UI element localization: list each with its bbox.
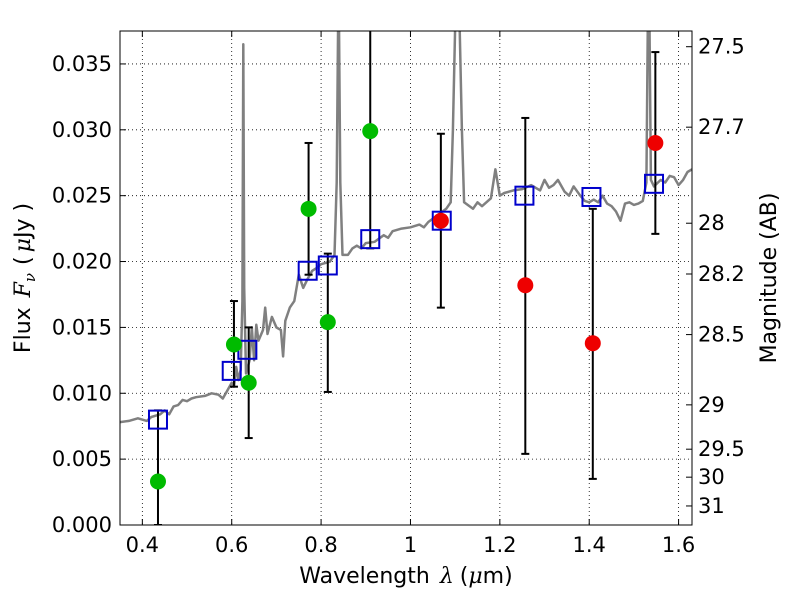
x-tick-label: 0.8 — [304, 533, 337, 557]
observed-points — [149, 123, 664, 490]
x-tick-label: 1.4 — [573, 533, 606, 557]
model-square-marker — [317, 255, 338, 276]
model-square-marker — [644, 173, 665, 194]
error-bars — [153, 31, 660, 525]
model-square-marker — [221, 360, 242, 381]
right-tick-label: 28.5 — [698, 323, 745, 347]
green-point-marker — [225, 336, 242, 353]
right-tick-label: 28.2 — [698, 262, 745, 286]
green-point-marker — [240, 374, 257, 391]
y-tick-label: 0.000 — [52, 513, 112, 537]
y-tick-label: 0.015 — [52, 315, 112, 339]
right-tick-label: 29.5 — [698, 437, 745, 461]
y-tick-label: 0.030 — [52, 118, 112, 142]
right-tick-label: 27.5 — [698, 35, 745, 59]
red-point-marker — [517, 277, 534, 294]
right-tick-label: 31 — [698, 494, 725, 518]
red-point-marker — [432, 212, 449, 229]
right-tick-label: 27.7 — [698, 115, 745, 139]
x-tick-label: 1.2 — [483, 533, 516, 557]
right-tick-label: 29 — [698, 393, 725, 417]
green-point-marker — [362, 123, 379, 140]
x-tick-label: 0.4 — [126, 533, 159, 557]
spectrum-line — [120, 31, 692, 424]
y-tick-label: 0.025 — [52, 184, 112, 208]
green-point-marker — [319, 314, 336, 331]
model-square-marker — [360, 229, 381, 250]
green-point-marker — [300, 200, 317, 217]
red-point-marker — [584, 335, 601, 352]
model-square-marker — [514, 185, 535, 206]
y-tick-label: 0.005 — [52, 447, 112, 471]
axis-ticks: 0.4 0.6 0.8 1 1.2 1.4 1.6 0.000 0.005 0.010 0.015 0… — [52, 31, 745, 557]
red-point-marker — [647, 134, 664, 151]
y-tick-label: 0.010 — [52, 381, 112, 405]
model-spectrum — [120, 31, 692, 424]
right-tick-label: 30 — [698, 465, 725, 489]
model-square-marker — [431, 210, 452, 231]
y-tick-label: 0.035 — [52, 52, 112, 76]
green-point-marker — [149, 473, 166, 490]
y-tick-label: 0.020 — [52, 250, 112, 274]
x-axis-label: Wavelength λ (μm) — [299, 564, 512, 589]
x-tick-label: 1 — [404, 533, 417, 557]
model-square-marker — [297, 260, 318, 281]
x-tick-label: 0.6 — [215, 533, 248, 557]
right-tick-label: 28 — [698, 211, 725, 235]
grid-lines — [120, 31, 692, 526]
model-square-marker — [581, 186, 602, 207]
plot-frame — [119, 30, 693, 526]
y-axis-label: FluxFν(μJy ) — [11, 203, 39, 353]
x-tick-label: 1.6 — [662, 533, 695, 557]
right-axis-label: Magnitude (AB) — [757, 193, 782, 364]
model-square-marker — [147, 409, 168, 430]
